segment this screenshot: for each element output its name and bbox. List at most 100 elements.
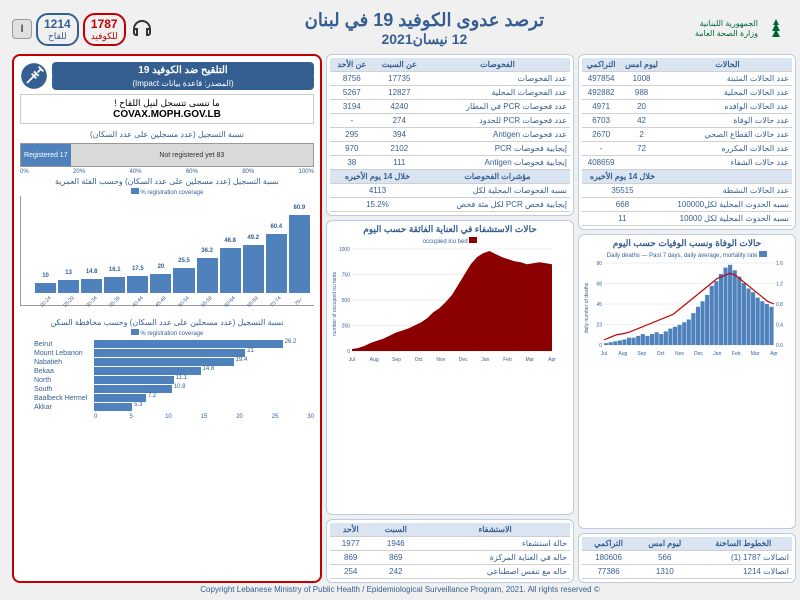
gov-scale: 051015202530	[20, 414, 314, 420]
svg-text:number of occupied icu beds: number of occupied icu beds	[332, 272, 338, 336]
svg-text:0.0: 0.0	[776, 343, 783, 349]
table-row: عدد حالات الوفاة426703	[582, 114, 792, 128]
org-name: الجمهورية اللبنانيةوزارة الصحة العامة	[695, 19, 758, 38]
table-row: إيجابية فحوصات PCR2102970	[330, 142, 570, 156]
hotlines-panel: الخطوط الساخنةليوم امسالتراكمي اتصالات 1…	[578, 533, 796, 583]
svg-text:750: 750	[342, 273, 351, 279]
svg-text:Sep: Sep	[637, 351, 646, 357]
page-title: ترصد عدوى الكوفيد 19 في لبنان	[154, 10, 695, 31]
age-bar: 25.550-54	[173, 268, 194, 293]
svg-text:Feb: Feb	[732, 351, 741, 357]
svg-text:Oct: Oct	[657, 351, 665, 357]
hosp-table: الاستشفاءالسبتالأحد حالة استشفاء19461977…	[330, 523, 570, 579]
svg-text:90: 90	[596, 261, 602, 267]
svg-text:23: 23	[596, 323, 602, 329]
svg-text:0: 0	[599, 343, 602, 349]
table-row: إيجابية فحص PCR لكل مئة فحص15.2%	[330, 198, 570, 212]
syringe-icon	[20, 62, 48, 90]
svg-text:Nov: Nov	[675, 351, 684, 357]
hotline-covid[interactable]: 1787للكوفيد	[83, 13, 126, 46]
deaths-chart-panel: حالات الوفاة ونسب الوفيات حسب اليوم Dail…	[578, 234, 796, 529]
svg-text:500: 500	[342, 298, 351, 304]
svg-text:1.6: 1.6	[776, 261, 783, 267]
table-row: عدد حالات الشفاء408659	[582, 156, 792, 170]
tests-table: الفحوصاتعن السبتعن الأحد عدد الفحوصات177…	[330, 58, 570, 212]
table-row: حاله مع تنفس اصطناعي242254	[330, 565, 570, 579]
svg-text:Nov: Nov	[436, 357, 445, 363]
age-bar: 49.265-69	[243, 245, 264, 293]
svg-text:Feb: Feb	[503, 357, 512, 363]
table-row: نسبه الحدوث المحلية لكل 1000011	[582, 212, 792, 226]
reg-bar-title: نسبة التسجيل (عدد مسجلين على عدد السكان)	[20, 130, 314, 139]
headset-icon	[130, 17, 154, 41]
gov-row: Mount Lebanon21	[34, 349, 310, 357]
table-row: عدد الحالات النشطة35515	[582, 184, 792, 198]
age-chart: 1020-241325-2914.830-3416.135-3917.540-4…	[20, 196, 314, 306]
age-bar: 46.860-64	[220, 248, 241, 293]
svg-text:Jan: Jan	[481, 357, 489, 363]
icu-chart: 02505007501000JulAugSepOctNovDecJanFebMa…	[330, 245, 570, 363]
svg-text:Aug: Aug	[618, 351, 627, 357]
svg-text:Dec: Dec	[459, 357, 468, 363]
gov-row: South10.8	[34, 385, 310, 393]
table-row: اتصالات 1787 (1)566180606	[582, 551, 792, 565]
svg-text:45: 45	[596, 302, 602, 308]
lebanon-logo-icon	[764, 17, 788, 41]
svg-text:Jul: Jul	[349, 357, 355, 363]
age-bar: 17.540-44	[127, 276, 148, 293]
table-row: إيجابية فحوصات Antigen11138	[330, 156, 570, 170]
info-button[interactable]: I	[12, 19, 32, 39]
age-chart-title: نسبة التسجيل (عدد مسجلين على عدد السكان)…	[20, 177, 314, 186]
deaths-legend: Daily deaths — Past 7 days, daily averag…	[582, 251, 792, 259]
table-row: عدد الحالات المثبتة1008497854	[582, 72, 792, 86]
svg-text:68: 68	[596, 282, 602, 288]
age-bar: 80.975+	[289, 215, 310, 293]
table-row: عدد الحالات المحلية988492882	[582, 86, 792, 100]
table-row: حالة استشفاء19461977	[330, 537, 570, 551]
svg-text:Jul: Jul	[601, 351, 607, 357]
icu-chart-panel: حالات الاستشفاء في العناية الفائقة حسب ا…	[326, 220, 574, 515]
svg-text:Jan: Jan	[713, 351, 721, 357]
icu-chart-title: حالات الاستشفاء في العناية الفائقة حسب ا…	[330, 224, 570, 235]
svg-text:daily number of deaths: daily number of deaths	[584, 282, 590, 333]
gov-row: Bekaa14.8	[34, 367, 310, 375]
age-bar: 14.830-34	[81, 279, 102, 293]
table-row: عدد الفحوصات المحلية128275267	[330, 86, 570, 100]
table-row: عدد الحالات الوافده204971	[582, 100, 792, 114]
gov-row: North11.1	[34, 376, 310, 384]
hosp-panel: الاستشفاءالسبتالأحد حالة استشفاء19461977…	[326, 519, 574, 583]
age-legend: % registration coverage	[20, 188, 314, 196]
gov-legend: % registration coverage	[20, 329, 314, 337]
age-bar: 1020-24	[35, 283, 56, 293]
gov-row: Beirut26.2	[34, 340, 310, 348]
deaths-chart: 0234568900.00.40.81.21.6JulAugSepOctNovD…	[582, 259, 792, 357]
table-row: اتصالات 1214131077386	[582, 565, 792, 579]
svg-text:0: 0	[347, 349, 350, 355]
age-bar: 2045-49	[150, 274, 171, 293]
gov-chart-title: نسبة التسجيل (عدد مسجلين على عدد السكان)…	[20, 318, 314, 327]
icu-legend: occupied icu bed	[330, 237, 570, 245]
age-bar: 60.470-74	[266, 234, 287, 293]
vax-link[interactable]: ما تنسى تتسجل لنيل اللقاح !COVAX.MOPH.GO…	[20, 94, 314, 124]
cases-table: الحالاتليوم امسالتراكمي عدد الحالات المث…	[582, 58, 792, 226]
reg-scale: 0%20%40%60%80%100%	[20, 169, 314, 175]
svg-text:Aug: Aug	[370, 357, 379, 363]
svg-text:Mar: Mar	[751, 351, 760, 357]
svg-text:1000: 1000	[339, 247, 350, 253]
svg-text:Mar: Mar	[525, 357, 534, 363]
vax-source: (المصدر: قاعدة بيانات Impact)	[52, 77, 314, 90]
hotline-vaccine[interactable]: 1214للقاح	[36, 13, 79, 46]
table-row: عدد الفحوصات177358756	[330, 72, 570, 86]
gov-row: Baalbeck Hermel7.2	[34, 394, 310, 402]
table-row: عدد فحوصات Antigen394295	[330, 128, 570, 142]
svg-text:Apr: Apr	[548, 357, 556, 363]
table-row: عدد حالات القطاع الصحي22670	[582, 128, 792, 142]
table-row: نسبه الفحوصات المحلية لكل4113	[330, 184, 570, 198]
svg-text:Dec: Dec	[694, 351, 703, 357]
svg-text:1.2: 1.2	[776, 282, 783, 288]
vaccination-panel: التلقيح ضد الكوفيد 19 (المصدر: قاعدة بيا…	[12, 54, 322, 583]
header: الجمهورية اللبنانيةوزارة الصحة العامة تر…	[4, 4, 796, 54]
footer-copyright: © Copyright Lebanese Ministry of Public …	[4, 583, 796, 596]
table-row: عدد الحالات المكرره72-	[582, 142, 792, 156]
gov-row: Nabatieh19.4	[34, 358, 310, 366]
